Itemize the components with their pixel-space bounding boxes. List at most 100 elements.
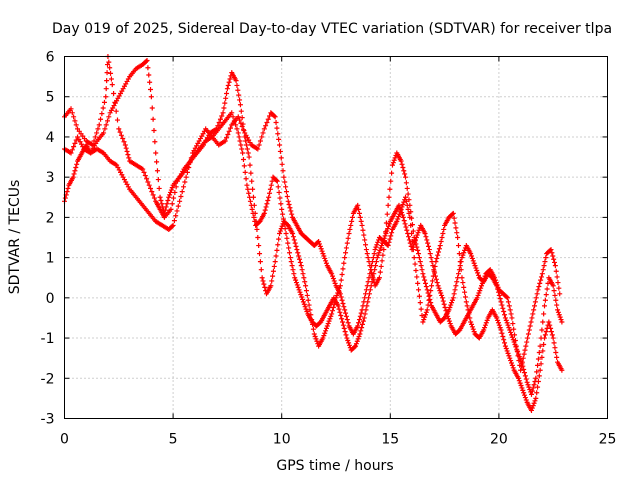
data-point: [554, 274, 560, 280]
data-point: [267, 186, 273, 192]
data-point: [379, 243, 385, 249]
data-point: [404, 185, 410, 191]
data-point: [359, 222, 365, 228]
data-point: [416, 287, 422, 293]
y-tick-label: -1: [41, 331, 55, 347]
data-point: [441, 226, 447, 232]
data-point: [222, 100, 228, 106]
data-point: [324, 323, 330, 329]
data-point: [442, 304, 448, 310]
data-point: [414, 274, 420, 280]
data-point: [409, 230, 415, 236]
data-point: [287, 255, 293, 261]
data-point: [158, 197, 164, 203]
data-point: [104, 70, 110, 76]
data-point: [540, 319, 546, 325]
data-point: [356, 320, 362, 326]
data-point: [310, 326, 316, 332]
data-point: [523, 343, 529, 349]
data-point: [239, 115, 245, 121]
data-point: [522, 392, 528, 398]
data-point: [277, 230, 283, 236]
data-point: [413, 267, 419, 273]
data-point: [290, 234, 296, 240]
data-point: [275, 184, 281, 190]
data-point: [539, 327, 545, 333]
data-point: [406, 197, 412, 203]
data-point: [399, 204, 405, 210]
data-point: [461, 250, 467, 256]
data-point: [307, 307, 313, 313]
data-point: [283, 230, 289, 236]
data-point: [342, 255, 348, 261]
data-point: [354, 338, 360, 344]
data-point: [424, 237, 430, 243]
data-point: [288, 208, 294, 214]
data-point: [552, 263, 558, 269]
data-point: [526, 384, 532, 390]
data-point: [413, 235, 419, 240]
data-point: [385, 243, 391, 249]
data-point: [259, 134, 265, 140]
data-point: [498, 299, 504, 305]
data-point: [518, 367, 524, 373]
data-point: [344, 335, 350, 341]
data-point: [318, 246, 324, 252]
data-point: [314, 338, 320, 344]
data-point: [103, 122, 109, 128]
data-point: [343, 250, 349, 256]
data-point: [357, 331, 363, 337]
data-point: [101, 130, 107, 136]
data-point: [431, 268, 437, 274]
data-point: [497, 296, 503, 302]
data-point: [373, 244, 379, 250]
data-point: [288, 259, 294, 265]
data-point: [508, 311, 514, 317]
data-point: [506, 353, 512, 359]
data-point: [422, 277, 428, 283]
data-point: [400, 165, 406, 171]
data-point: [321, 333, 327, 339]
data-point: [460, 252, 466, 258]
data-point: [140, 166, 146, 172]
data-point: [364, 251, 370, 257]
data-point: [526, 327, 532, 333]
data-point: [539, 354, 545, 360]
data-point: [445, 313, 451, 319]
data-point: [405, 206, 411, 212]
data-point: [298, 263, 304, 269]
data-point: [511, 326, 517, 332]
data-point: [291, 271, 297, 277]
data-point: [263, 123, 269, 129]
data-point: [426, 243, 432, 249]
data-point: [507, 327, 513, 333]
data-point: [353, 343, 359, 349]
data-point: [419, 313, 425, 319]
data-point: [387, 236, 393, 242]
data-point: [454, 279, 460, 285]
data-point: [320, 335, 326, 341]
data-point: [303, 283, 309, 289]
data-point: [385, 226, 391, 232]
data-point: [245, 186, 251, 192]
data-point: [542, 297, 548, 303]
data-point: [339, 297, 345, 303]
data-point: [164, 201, 170, 207]
data-point: [254, 226, 260, 232]
data-point: [317, 243, 323, 249]
data-point: [265, 197, 271, 203]
data-point: [482, 325, 488, 331]
data-point: [103, 86, 109, 92]
data-point: [358, 310, 364, 316]
data-point: [538, 274, 544, 280]
data-point: [396, 211, 402, 217]
data-point: [120, 136, 126, 142]
data-point: [275, 242, 281, 248]
data-point: [275, 131, 281, 137]
data-point: [374, 242, 380, 248]
data-point: [556, 285, 562, 291]
data-point: [520, 387, 526, 393]
data-point: [316, 239, 322, 245]
data-point: [521, 366, 527, 372]
data-point: [323, 325, 329, 331]
